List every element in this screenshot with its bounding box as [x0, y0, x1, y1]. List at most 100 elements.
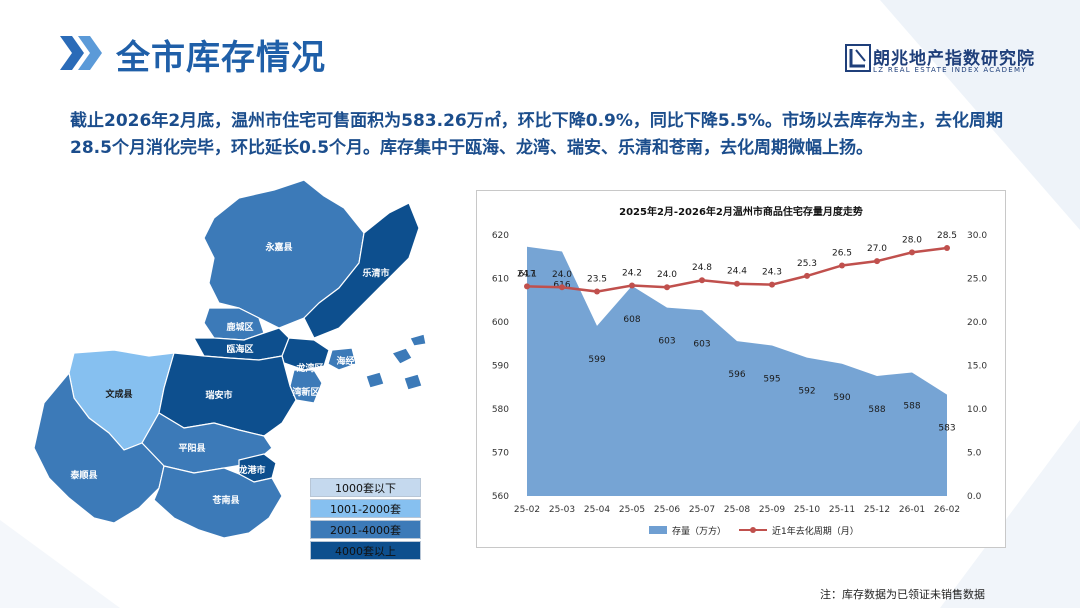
cycle-point [769, 281, 775, 288]
logo-text: 朗兆地产指数研究院 [873, 49, 1035, 69]
y-right-tick-label: 0.0 [967, 492, 982, 502]
cycle-data-label: 28.0 [902, 235, 922, 245]
label-yongjia: 永嘉县 [264, 241, 292, 253]
x-tick-label: 25-02 [514, 505, 540, 515]
legend-item-tier3: 2001-4000套 [310, 520, 421, 539]
district-cangnan [153, 465, 283, 539]
cycle-point [699, 277, 705, 284]
y-left-tick-label: 560 [492, 492, 509, 502]
label-cangnan: 苍南县 [211, 494, 239, 506]
stock-data-label: 603 [693, 339, 710, 349]
cycle-point [734, 280, 740, 287]
stock-data-label: 588 [868, 405, 885, 415]
cycle-point [524, 283, 530, 290]
district-haijing [327, 347, 357, 371]
y-right-tick-label: 25.0 [967, 275, 987, 285]
stock-data-label: 588 [903, 401, 920, 411]
page-title: 全市库存情况 [116, 38, 326, 78]
cycle-data-label: 25.3 [797, 259, 817, 269]
cycle-point [909, 249, 915, 256]
legend-label-stock: 存量（万方） [672, 525, 726, 537]
label-wenxin: 湾新区 [292, 386, 319, 398]
y-left-tick-label: 610 [492, 275, 509, 285]
logo-icon [845, 44, 871, 72]
cycle-point [559, 284, 565, 291]
island-shape [403, 373, 423, 391]
island-shape [409, 333, 427, 347]
legend-label-cycle: 近1年去化周期（月） [772, 525, 859, 537]
cycle-point [874, 258, 880, 265]
map-legend: 1000套以下 1001-2000套 2001-4000套 4000套以上 [310, 478, 421, 562]
label-yueqing: 乐清市 [362, 267, 389, 279]
cycle-data-label: 23.5 [587, 275, 607, 285]
cycle-data-label: 24.0 [657, 270, 677, 280]
cycle-point [804, 272, 810, 279]
y-right-tick-label: 10.0 [967, 405, 987, 415]
legend-item-tier1: 1000套以下 [310, 478, 421, 497]
y-left-tick-label: 600 [492, 318, 509, 328]
cycle-data-label: 24.2 [622, 268, 642, 278]
label-pingyang: 平阳县 [178, 443, 205, 454]
label-taishun: 泰顺县 [69, 469, 97, 481]
logo-subtext: LZ REAL ESTATE INDEX ACADEMY [873, 66, 1027, 74]
stock-data-label: 608 [623, 315, 640, 325]
cycle-point [629, 282, 635, 289]
stock-data-label: 595 [763, 374, 780, 384]
x-tick-label: 25-05 [619, 505, 645, 515]
summary-text: 截止2026年2月底，温州市住宅可售面积为583.26万㎡，环比下降0.9%，同… [70, 111, 1004, 158]
label-longgang: 龙港市 [237, 464, 265, 476]
cycle-data-label: 24.0 [552, 270, 572, 280]
stock-area [527, 246, 947, 496]
inventory-chart-svg: 2025年2月-2026年2月温州市商品住宅存量月度走势 560 570 580 59… [492, 205, 988, 537]
label-haijing: 海经区 [336, 355, 363, 367]
island-shape [365, 371, 385, 389]
district-yueqing [303, 202, 420, 339]
legend-swatch-stock [649, 526, 667, 534]
district-map-svg: 永嘉县 乐清市 鹿城区 瓯海区 龙湾区 海经区 湾新区 文成县 瑞安市 平阳县 … [33, 179, 427, 539]
stock-data-label: 590 [833, 393, 850, 403]
chart-title: 2025年2月-2026年2月温州市商品住宅存量月度走势 [619, 205, 863, 218]
cycle-point [594, 288, 600, 295]
y-right-tick-label: 5.0 [967, 449, 982, 459]
cycle-data-label: 27.0 [867, 244, 887, 254]
chart-legend: 存量（万方） 近1年去化周期（月） [649, 525, 859, 537]
y-left-tick-label: 590 [492, 362, 509, 372]
cycle-point [944, 245, 950, 252]
stock-data-label: 592 [798, 387, 815, 397]
x-tick-label: 25-06 [654, 505, 680, 515]
y-right-tick-label: 30.0 [967, 231, 987, 241]
x-tick-label: 25-08 [724, 505, 750, 515]
cycle-data-label: 24.1 [517, 269, 537, 279]
y-left-tick-label: 580 [492, 405, 509, 415]
stock-data-label: 617 [518, 270, 535, 280]
legend-marker-cycle [750, 527, 756, 533]
x-tick-label: 25-11 [829, 505, 855, 515]
x-tick-label: 25-12 [864, 505, 890, 515]
cycle-data-label: 24.4 [727, 267, 747, 277]
y-right-tick-label: 20.0 [967, 318, 987, 328]
cycle-data-label: 28.5 [937, 231, 957, 241]
y-left-tick-label: 570 [492, 449, 509, 459]
footnote: 注：库存数据为已领证未销售数据 [820, 588, 985, 601]
legend-item-tier2: 1001-2000套 [310, 499, 421, 518]
x-tick-label: 25-10 [794, 505, 820, 515]
cycle-data-label: 26.5 [832, 248, 852, 258]
y-left-tick-label: 620 [492, 231, 509, 241]
x-tick-label: 25-09 [759, 505, 785, 515]
x-tick-label: 26-01 [899, 505, 925, 515]
legend-item-tier4: 4000套以上 [310, 541, 421, 560]
island-shape [391, 347, 413, 365]
x-tick-label: 26-02 [934, 505, 960, 515]
stock-data-label: 603 [658, 337, 675, 347]
cycle-point [839, 262, 845, 269]
cycle-data-label: 24.3 [762, 268, 782, 278]
label-ruian: 瑞安市 [205, 389, 232, 401]
cycle-data-label: 24.8 [692, 263, 712, 273]
x-tick-label: 25-04 [584, 505, 610, 515]
x-tick-label: 25-03 [549, 505, 575, 515]
cycle-point [664, 284, 670, 291]
label-ouhai: 瓯海区 [226, 343, 253, 355]
stock-data-label: 583 [938, 424, 955, 434]
label-wencheng: 文成县 [104, 388, 132, 400]
stock-data-label: 599 [588, 355, 605, 365]
